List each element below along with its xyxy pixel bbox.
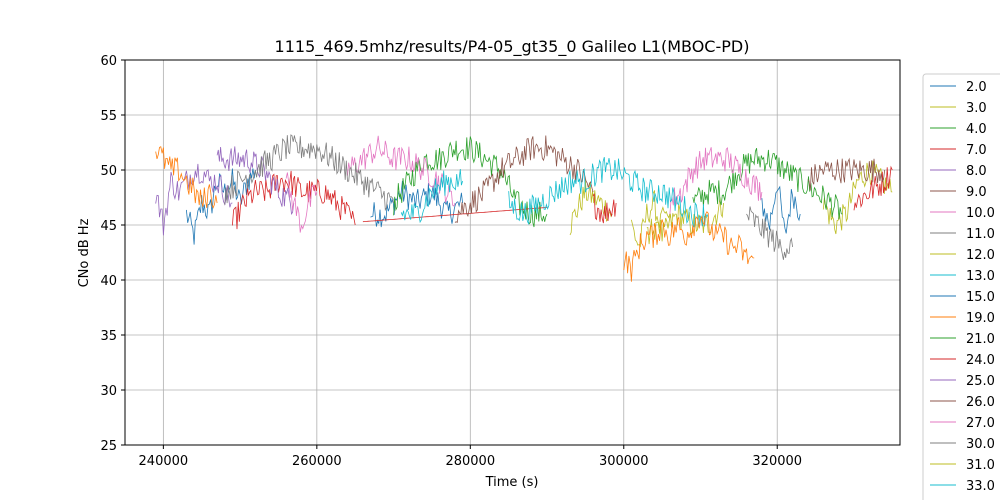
chart-title: 1115_469.5mhz/results/P4-05_gt35_0 Galil… bbox=[275, 37, 750, 57]
series-line bbox=[569, 179, 613, 236]
series-layer bbox=[155, 134, 893, 282]
legend-entry-label: 10.0 bbox=[966, 206, 995, 221]
series-line bbox=[692, 148, 843, 220]
y-tick-label: 35 bbox=[100, 329, 117, 344]
series-line bbox=[853, 165, 893, 211]
series-line bbox=[623, 211, 755, 282]
series-line bbox=[508, 156, 709, 228]
series-line bbox=[362, 207, 548, 223]
legend-entry-label: 11.0 bbox=[966, 227, 995, 242]
legend-entry-label: 12.0 bbox=[966, 248, 995, 263]
legend-entry-label: 30.0 bbox=[966, 437, 995, 452]
legend: 2.0 3.0 4.0 7.0 8.0 9.0 10.0 11.0 12.0 13.0 15.0 19… bbox=[922, 73, 1000, 500]
legend-entry-label: 3.0 bbox=[966, 101, 987, 116]
series-line bbox=[347, 135, 456, 207]
x-axis-label: Time (s) bbox=[485, 475, 539, 490]
x-tick-label: 260000 bbox=[292, 454, 342, 469]
series-8.0 bbox=[155, 146, 295, 236]
series-line bbox=[285, 172, 318, 233]
x-tick-label: 280000 bbox=[445, 454, 495, 469]
y-tick-label: 50 bbox=[100, 164, 117, 179]
series-line bbox=[807, 157, 886, 191]
series-line bbox=[370, 180, 463, 228]
legend-entry-label: 8.0 bbox=[966, 164, 987, 179]
series-line bbox=[232, 170, 356, 230]
series-line bbox=[454, 135, 594, 224]
series-line bbox=[400, 168, 463, 224]
legend-box bbox=[922, 73, 1000, 500]
series-line bbox=[216, 146, 295, 216]
series-10.0 bbox=[285, 135, 763, 233]
y-tick-label: 45 bbox=[100, 219, 117, 234]
legend-entry-label: 7.0 bbox=[966, 143, 987, 158]
legend-entry-label: 27.0 bbox=[966, 416, 995, 431]
legend-entry-label: 25.0 bbox=[966, 374, 995, 389]
x-tick-label: 240000 bbox=[139, 454, 189, 469]
legend-entry-label: 26.0 bbox=[966, 395, 995, 410]
series-line bbox=[669, 146, 763, 216]
series-11.0 bbox=[224, 134, 793, 260]
legend-entry-label: 2.0 bbox=[966, 80, 987, 95]
series-9.0 bbox=[454, 135, 886, 224]
y-tick-label: 55 bbox=[100, 109, 117, 124]
legend-entry-label: 15.0 bbox=[966, 290, 995, 305]
legend-entry-label: 4.0 bbox=[966, 122, 987, 137]
series-19.0 bbox=[155, 146, 755, 282]
series-line bbox=[746, 206, 793, 260]
series-13.0 bbox=[400, 156, 709, 228]
y-axis-label: CNo dB Hz bbox=[77, 218, 92, 287]
series-line bbox=[761, 185, 801, 234]
x-tick-label: 320000 bbox=[752, 454, 802, 469]
legend-entry-label: 31.0 bbox=[966, 458, 995, 473]
series-line bbox=[224, 134, 394, 212]
legend-entry-label: 21.0 bbox=[966, 332, 995, 347]
y-axis: 25 30 35 40 45 50 55 60 bbox=[100, 54, 125, 454]
series-line bbox=[155, 146, 218, 209]
series-3.0 bbox=[569, 160, 893, 248]
y-tick-label: 25 bbox=[100, 439, 117, 454]
plot-frame bbox=[124, 59, 901, 446]
series-7.0 bbox=[232, 165, 893, 230]
series-line bbox=[822, 160, 893, 235]
x-axis: 240000 260000 280000 300000 320000 bbox=[139, 445, 802, 469]
series-line bbox=[592, 193, 617, 224]
y-tick-label: 30 bbox=[100, 384, 117, 399]
series-line bbox=[155, 163, 233, 236]
legend-entry-label: 13.0 bbox=[966, 269, 995, 284]
y-tick-label: 60 bbox=[100, 54, 117, 69]
legend-entry-label: 19.0 bbox=[966, 311, 995, 326]
y-tick-label: 40 bbox=[100, 274, 117, 289]
x-tick-label: 300000 bbox=[599, 454, 649, 469]
legend-entry-label: 9.0 bbox=[966, 185, 987, 200]
grid bbox=[125, 59, 900, 446]
legend-entry-label: 33.0 bbox=[966, 479, 995, 494]
legend-entry-label: 24.0 bbox=[966, 353, 995, 368]
